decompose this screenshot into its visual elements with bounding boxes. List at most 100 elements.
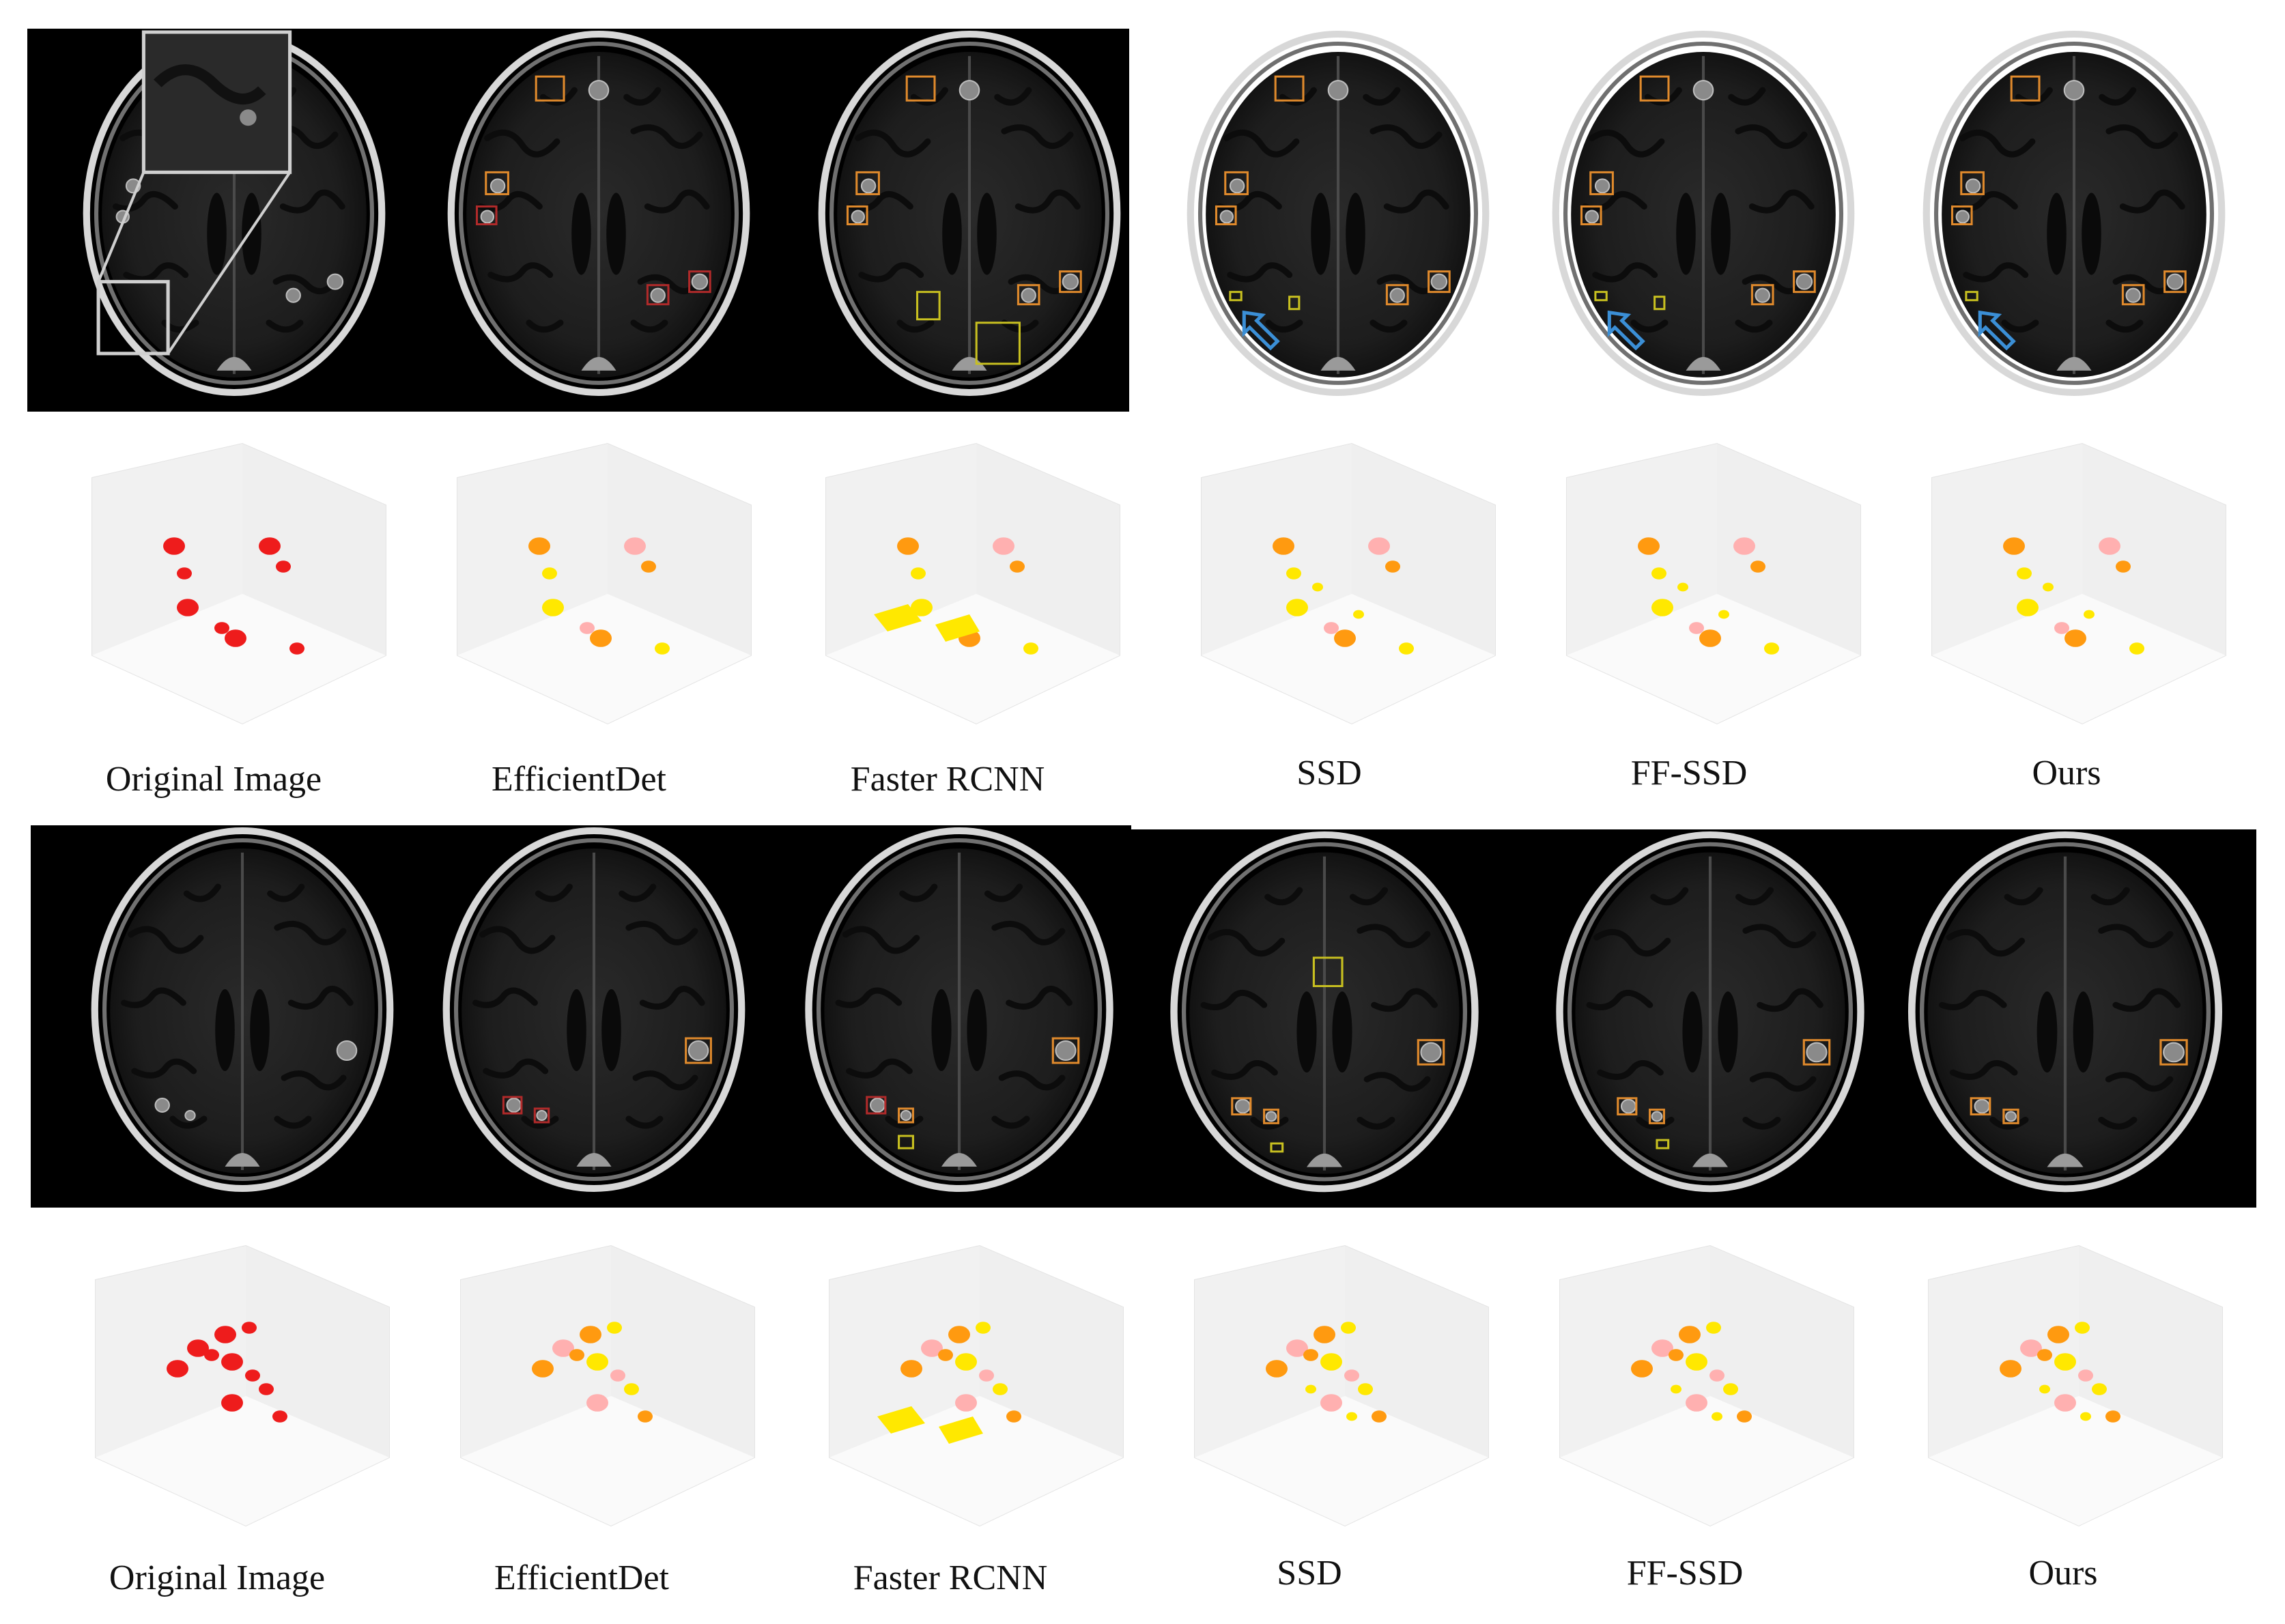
sulcus-9 <box>2090 887 2130 906</box>
box-right <box>688 270 711 294</box>
blob-3 <box>1750 560 1765 573</box>
lesion-left-1 <box>1229 178 1245 194</box>
sulcus-8 <box>899 883 938 902</box>
lesion-top <box>959 80 980 101</box>
mri-a-ffssd <box>1529 29 1877 412</box>
blob-0 <box>897 537 919 555</box>
box-right-2 <box>1385 284 1409 306</box>
sulcus-0 <box>1223 129 1300 158</box>
lesion-right <box>687 1040 709 1061</box>
sulcus-2 <box>131 1058 197 1079</box>
sulcus-5 <box>1363 1072 1431 1092</box>
sulcus-6 <box>1636 1116 1675 1130</box>
sulcus-3 <box>1369 124 1443 149</box>
blob-4 <box>2054 1353 2076 1371</box>
ventricle-right <box>967 989 987 1071</box>
sulcus-7 <box>1001 319 1039 333</box>
box-right-2 <box>646 284 670 306</box>
blob-4 <box>2017 599 2039 616</box>
blob-9 <box>1372 1410 1387 1423</box>
ventricle-left <box>215 989 235 1071</box>
blob-6 <box>2064 629 2086 647</box>
sulcus-3 <box>1001 124 1074 149</box>
box-left-2 <box>846 205 868 226</box>
ventricle-left <box>931 989 952 1071</box>
blob-5 <box>2054 622 2069 634</box>
posterior-falx <box>2047 1153 2084 1167</box>
blob-extra-1 <box>1671 1384 1681 1394</box>
box-left-2 <box>475 205 498 226</box>
sulcus-2 <box>1963 262 2029 283</box>
box-left-1 <box>485 171 509 195</box>
blob-8 <box>2054 1394 2076 1412</box>
skull-outer <box>447 31 750 396</box>
lesion-right <box>2166 273 2184 290</box>
skull-inner <box>1197 42 1479 385</box>
box-top <box>1274 75 1305 102</box>
blob-5 <box>610 1369 625 1382</box>
sulcus-0 <box>842 926 920 954</box>
caption-a-ssd: SSD <box>1296 754 1362 793</box>
lesion-left <box>1620 1098 1636 1114</box>
sulcus-6 <box>2001 319 2039 333</box>
box-small-2 <box>1654 296 1666 311</box>
blob-2 <box>1368 537 1390 555</box>
blob-6 <box>1334 629 1356 647</box>
blob-5 <box>214 622 229 634</box>
cube-a-ours <box>1912 430 2239 737</box>
blob-9 <box>1006 1410 1021 1423</box>
mri-a-ssd <box>1164 29 1512 412</box>
blob-6 <box>590 629 612 647</box>
box-right-2 <box>2121 284 2145 306</box>
cube-a-original <box>72 430 399 737</box>
posterior-falx <box>1692 1153 1728 1167</box>
skull-inner <box>102 838 383 1181</box>
blob-1 <box>542 567 557 580</box>
box-top <box>2010 75 2041 102</box>
sulcus-4 <box>1757 988 1823 1012</box>
skull-outer <box>805 827 1113 1192</box>
sulcus-0 <box>855 129 931 158</box>
sulcus-6 <box>1265 319 1303 333</box>
mri-a-efficientdet <box>425 29 773 412</box>
lesion-right <box>1420 1042 1442 1063</box>
box-left-2 <box>1950 205 1973 226</box>
blob-7 <box>993 1383 1008 1395</box>
posterior-falx <box>2056 356 2092 371</box>
blob-4 <box>911 599 933 616</box>
sulcus-3 <box>625 920 698 945</box>
sulcus-7 <box>266 319 304 333</box>
blob-8 <box>586 1394 608 1412</box>
blob-5 <box>1709 1369 1725 1382</box>
sulcus-4 <box>2119 189 2185 214</box>
box-left-2 <box>1649 1109 1665 1124</box>
sulcus-6 <box>1250 1116 1289 1130</box>
lesion-left-1 <box>860 178 877 194</box>
sulcus-8 <box>1279 87 1317 106</box>
box-fp-1 <box>916 291 941 321</box>
sulcus-2 <box>483 1058 549 1079</box>
cube-floor <box>1560 1396 1854 1526</box>
blob-extra-1 <box>2039 1384 2050 1394</box>
sulcus-3 <box>1735 124 1808 149</box>
cube-floor <box>1195 1396 1488 1526</box>
cube-back-right <box>2082 444 2226 655</box>
blob-3 <box>276 560 291 573</box>
sulcus-4 <box>1748 189 1815 214</box>
skull-outer <box>818 31 1121 396</box>
sulcus-4 <box>1014 189 1081 214</box>
blob-extra-1 <box>1312 582 1323 592</box>
sulcus-6 <box>1989 1116 2029 1130</box>
lesion-right-2 <box>1389 287 1405 303</box>
sulcus-9 <box>2099 87 2137 106</box>
blob-7 <box>1764 642 1779 655</box>
ventricle-left <box>942 193 962 275</box>
sulcus-5 <box>632 1070 698 1091</box>
sulcus-4 <box>2112 988 2181 1012</box>
posterior-falx <box>216 356 252 371</box>
sulcus-8 <box>539 87 578 106</box>
cube-b-ours <box>1908 1232 2236 1539</box>
blob-6 <box>532 1360 554 1378</box>
blob-0 <box>1638 537 1660 555</box>
sulcus-9 <box>1735 887 1774 906</box>
